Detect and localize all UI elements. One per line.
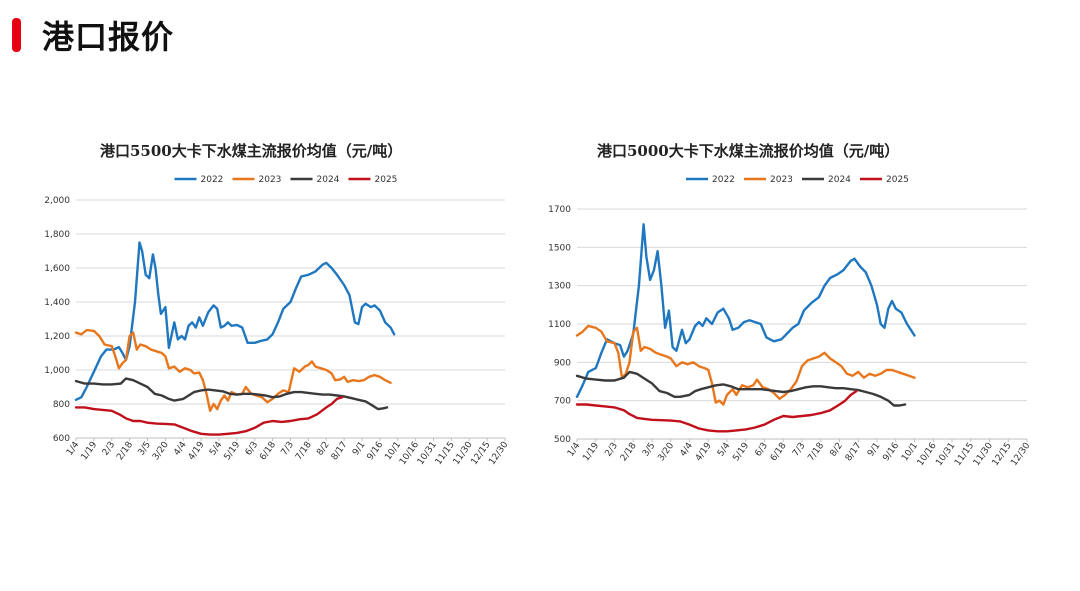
x-tick-label: 4/4 [172,440,189,458]
x-tick-label: 9/1 [866,441,882,459]
series-line-2024 [74,377,389,411]
x-tick-label: 9/1 [351,440,367,458]
series-line-2024 [575,370,907,407]
x-tick-label: 3/20 [151,440,171,463]
page-title: 港口报价 [42,18,175,56]
x-tick-label: 2/3 [603,441,619,459]
y-tick-label: 1300 [548,282,571,292]
x-tick-label: 3/5 [641,441,657,459]
chart-5500kcal: 港口5500大卡下水煤主流报价均值（元/吨） 2022 2023 2024 2025 60… [44,142,510,467]
x-tick-label: 6/18 [258,440,278,463]
legend-label: 2024 [317,175,340,185]
x-tick-label: 2/18 [115,440,135,463]
y-tick-label: 700 [554,397,571,407]
y-tick-label: 1,400 [44,298,70,308]
y-tick-label: 1100 [548,320,571,330]
legend-item-2025: 2025 [348,175,398,185]
legend-label: 2025 [886,175,909,185]
legend-item-2023: 2023 [232,175,282,185]
legend-label: 2023 [259,175,282,185]
x-tick-label: 8/17 [844,441,864,463]
x-tick-label: 4/4 [678,441,695,459]
x-tick-label: 2/3 [101,440,117,458]
x-tick-label: 4/19 [694,441,714,464]
x-tick-label: 3/20 [656,441,676,464]
x-tick-label: 9/16 [366,440,386,463]
series-line-2022 [575,223,916,398]
x-tick-label: 1/19 [581,441,601,464]
legend-item-2024: 2024 [290,175,340,185]
x-tick-label: 7/3 [279,440,295,458]
series-line-2022 [74,241,396,401]
legend-item-2025: 2025 [860,175,909,185]
y-tick-label: 500 [554,435,571,445]
x-tick-label: 3/5 [136,440,152,458]
series-line-2025 [74,396,344,436]
x-tick-label: 2/18 [619,441,639,464]
legend-label: 2023 [770,175,793,185]
legend-label: 2024 [828,175,851,185]
legend-item-2022: 2022 [174,175,224,185]
x-tick-label: 8/17 [330,440,350,462]
legend-label: 2022 [712,175,735,185]
x-tick-label: 8/2 [315,440,331,458]
y-tick-label: 1,800 [44,230,70,240]
legend-item-2022: 2022 [686,175,735,185]
x-tick-label: 5/4 [208,440,225,458]
legend-label: 2022 [201,175,224,185]
y-tick-label: 900 [554,358,571,368]
x-tick-label: 7/18 [294,440,314,463]
y-tick-label: 1,200 [44,332,70,342]
y-tick-label: 2,000 [44,196,70,206]
y-tick-label: 1500 [548,243,571,253]
series-line-2023 [575,324,916,406]
chart-5000kcal: 港口5000大卡下水煤主流报价均值（元/吨） 2022 2023 2024 2025 50… [548,142,1033,468]
x-tick-label: 5/4 [716,441,733,459]
x-tick-label: 9/16 [881,441,901,464]
series-line-2023 [74,328,392,412]
chart-title: 港口5500大卡下水煤主流报价均值（元/吨） [100,142,402,160]
legend-label: 2025 [375,175,398,185]
x-tick-label: 8/2 [828,441,844,459]
x-tick-label: 1/19 [80,440,100,463]
x-tick-label: 5/19 [223,440,243,463]
y-tick-label: 600 [53,434,70,444]
x-tick-label: 12/30 [487,440,510,467]
series-line-2025 [575,389,858,433]
x-tick-label: 7/18 [806,441,826,464]
legend-item-2024: 2024 [802,175,851,185]
y-tick-label: 1700 [548,205,571,215]
x-tick-label: 4/19 [187,440,207,463]
x-tick-label: 6/3 [244,440,260,458]
title-accent-bar [12,18,21,52]
x-tick-label: 6/3 [753,441,769,459]
y-tick-label: 1,000 [44,366,70,376]
y-tick-label: 800 [53,400,70,410]
x-tick-label: 6/18 [769,441,789,464]
legend-item-2023: 2023 [744,175,793,185]
chart-title: 港口5000大卡下水煤主流报价均值（元/吨） [597,142,899,160]
x-tick-label: 12/30 [1009,441,1032,468]
x-tick-label: 5/19 [731,441,751,464]
x-tick-label: 7/3 [791,441,807,459]
y-tick-label: 1,600 [44,264,70,274]
